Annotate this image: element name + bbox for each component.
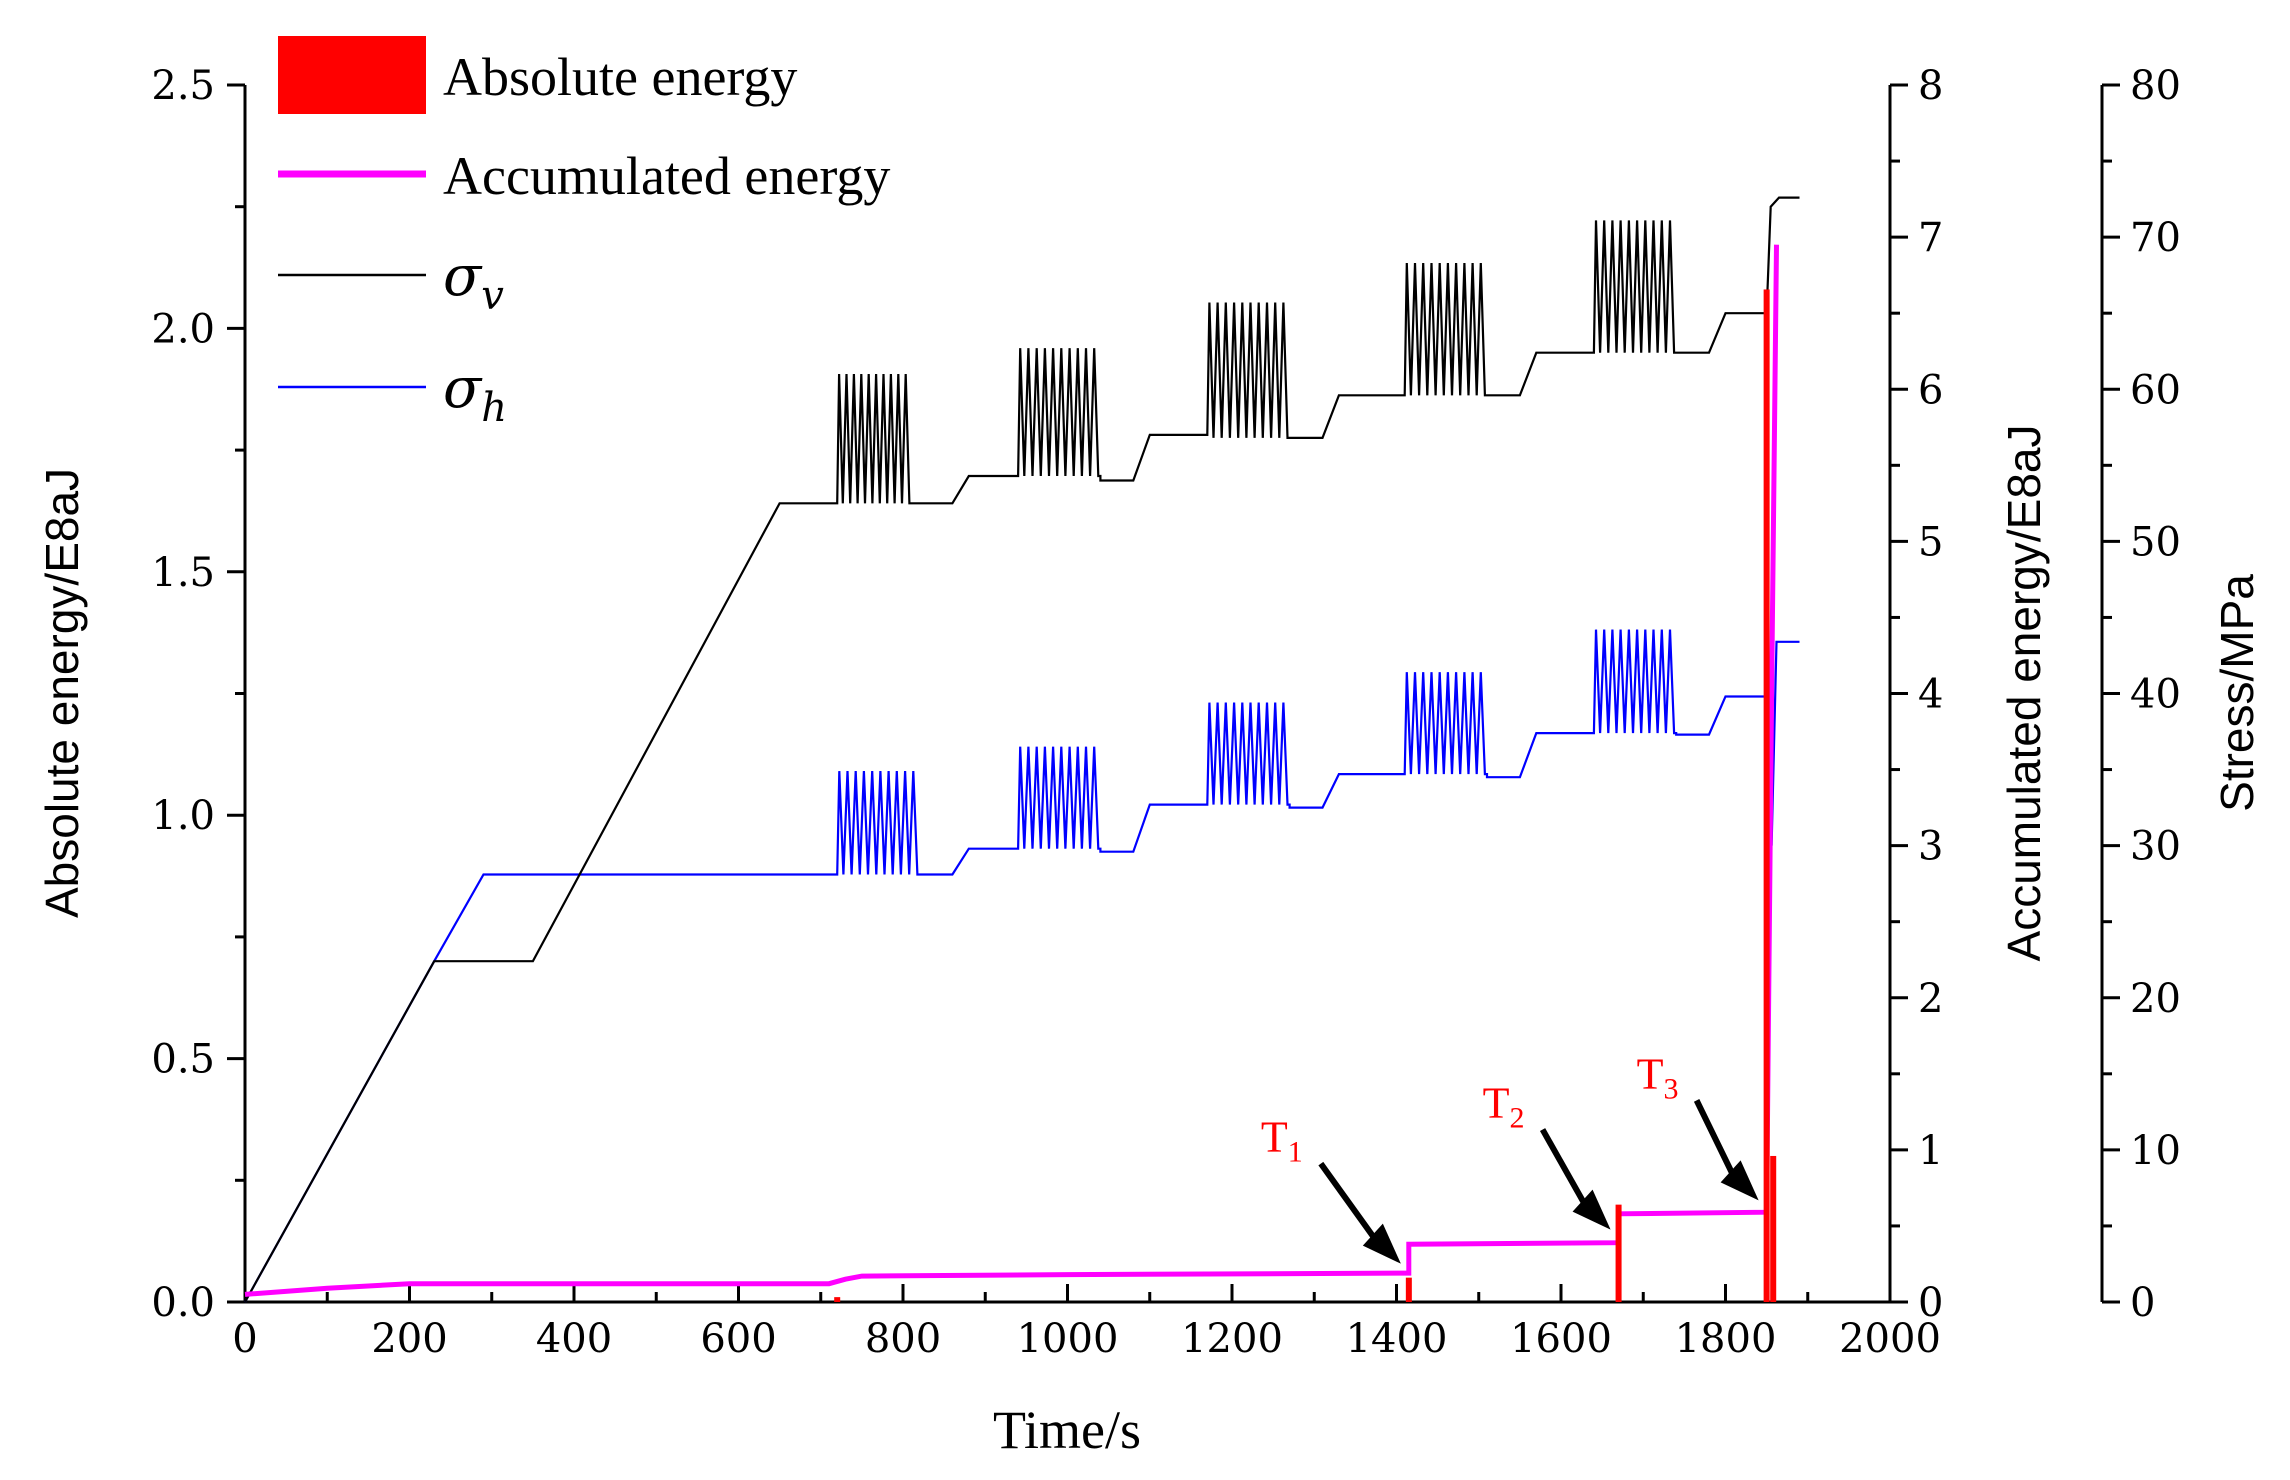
plot-area xyxy=(244,196,1800,1303)
left-y-tick-label: 2.0 xyxy=(151,306,215,352)
annotation-arrow xyxy=(1318,1161,1380,1244)
x-tick-label: 0 xyxy=(232,1316,257,1362)
left-y-tick-label: 0.0 xyxy=(151,1280,215,1326)
annotation-arrowhead xyxy=(1720,1160,1759,1201)
legend-swatch-absolute-energy xyxy=(278,36,426,114)
axis-ticks xyxy=(227,83,2120,1304)
right2-y-tick-label: 60 xyxy=(2130,367,2181,413)
x-tick-label: 1400 xyxy=(1346,1316,1448,1362)
left-y-tick-label: 1.0 xyxy=(151,793,215,839)
x-axis-title: Time/s xyxy=(993,1400,1141,1460)
right1-y-tick-label: 1 xyxy=(1918,1128,1943,1174)
right2-y-tick-label: 20 xyxy=(2130,976,2181,1022)
right1-y-tick-label: 7 xyxy=(1918,215,1943,261)
x-tick-label: 400 xyxy=(536,1316,612,1362)
left-y-tick-label: 2.5 xyxy=(151,63,215,109)
x-tick-label: 1600 xyxy=(1510,1316,1612,1362)
right2-y-tick-label: 0 xyxy=(2130,1280,2155,1326)
right1-y-tick-label: 5 xyxy=(1918,519,1943,565)
accumulated-energy-line xyxy=(244,244,1779,1297)
annotation-label: T3 xyxy=(1637,1049,1679,1105)
right2-y-tick-label: 80 xyxy=(2130,63,2181,109)
annotation-arrowhead xyxy=(1362,1223,1401,1264)
right2-y-tick-label: 70 xyxy=(2130,215,2181,261)
right2-y-tick-label: 50 xyxy=(2130,519,2181,565)
annotation-label: T1 xyxy=(1261,1113,1303,1169)
legend-label-sigma-v: σv xyxy=(443,244,504,319)
axis-tick-labels: 0 200 400 600 800 1000 1200 1400 1600 1800 20000.0… xyxy=(151,63,2181,1362)
annotation-arrowhead xyxy=(1572,1189,1611,1230)
x-tick-label: 1000 xyxy=(1017,1316,1119,1362)
x-tick-label: 800 xyxy=(865,1316,941,1362)
x-tick-label: 600 xyxy=(700,1316,776,1362)
left-y-axis-title: Absolute energy/E8aJ xyxy=(36,468,88,918)
right2-y-tick-label: 30 xyxy=(2130,824,2181,870)
absolute-energy-bar xyxy=(1615,1204,1622,1302)
absolute-energy-bar xyxy=(1763,289,1770,1302)
right1-y-tick-label: 4 xyxy=(1918,672,1943,718)
right1-y-tick-label: 3 xyxy=(1918,824,1943,870)
right1-y-tick-label: 6 xyxy=(1918,367,1943,413)
absolute-energy-bar xyxy=(1770,1155,1777,1302)
legend-label-sigma-h: σh xyxy=(443,356,507,431)
legend: Absolute energy Accumulated energy σv σh xyxy=(278,36,890,431)
annotation-arrow xyxy=(1693,1099,1738,1180)
right1-y-tick-label: 0 xyxy=(1918,1280,1943,1326)
right1-y-tick-label: 2 xyxy=(1918,976,1943,1022)
x-tick-label: 1200 xyxy=(1181,1316,1283,1362)
legend-label-absolute-energy: Absolute energy xyxy=(443,47,797,107)
right2-y-tick-label: 10 xyxy=(2130,1128,2181,1174)
legend-label-accumulated-energy: Accumulated energy xyxy=(443,146,890,206)
sigma-v-line xyxy=(244,196,1800,1303)
absolute-energy-bar xyxy=(1405,1277,1412,1302)
left-y-tick-label: 1.5 xyxy=(151,550,215,596)
right1-y-tick-label: 8 xyxy=(1918,63,1943,109)
x-tick-label: 1800 xyxy=(1675,1316,1777,1362)
right1-y-axis-title: Accumulated energy/E8aJ xyxy=(1998,425,2050,962)
sigma-h-line xyxy=(244,629,1800,1303)
x-tick-label: 200 xyxy=(371,1316,447,1362)
absolute-energy-bar xyxy=(834,1297,841,1302)
annotations: T1 T2 T3 xyxy=(1261,1049,1759,1264)
x-tick-label: 2000 xyxy=(1839,1316,1941,1362)
right2-y-tick-label: 40 xyxy=(2130,672,2181,718)
annotation-label: T2 xyxy=(1483,1079,1525,1135)
right2-y-axis-title: Stress/MPa xyxy=(2211,574,2263,812)
left-y-tick-label: 0.5 xyxy=(151,1037,215,1083)
annotation-arrow xyxy=(1539,1128,1590,1210)
